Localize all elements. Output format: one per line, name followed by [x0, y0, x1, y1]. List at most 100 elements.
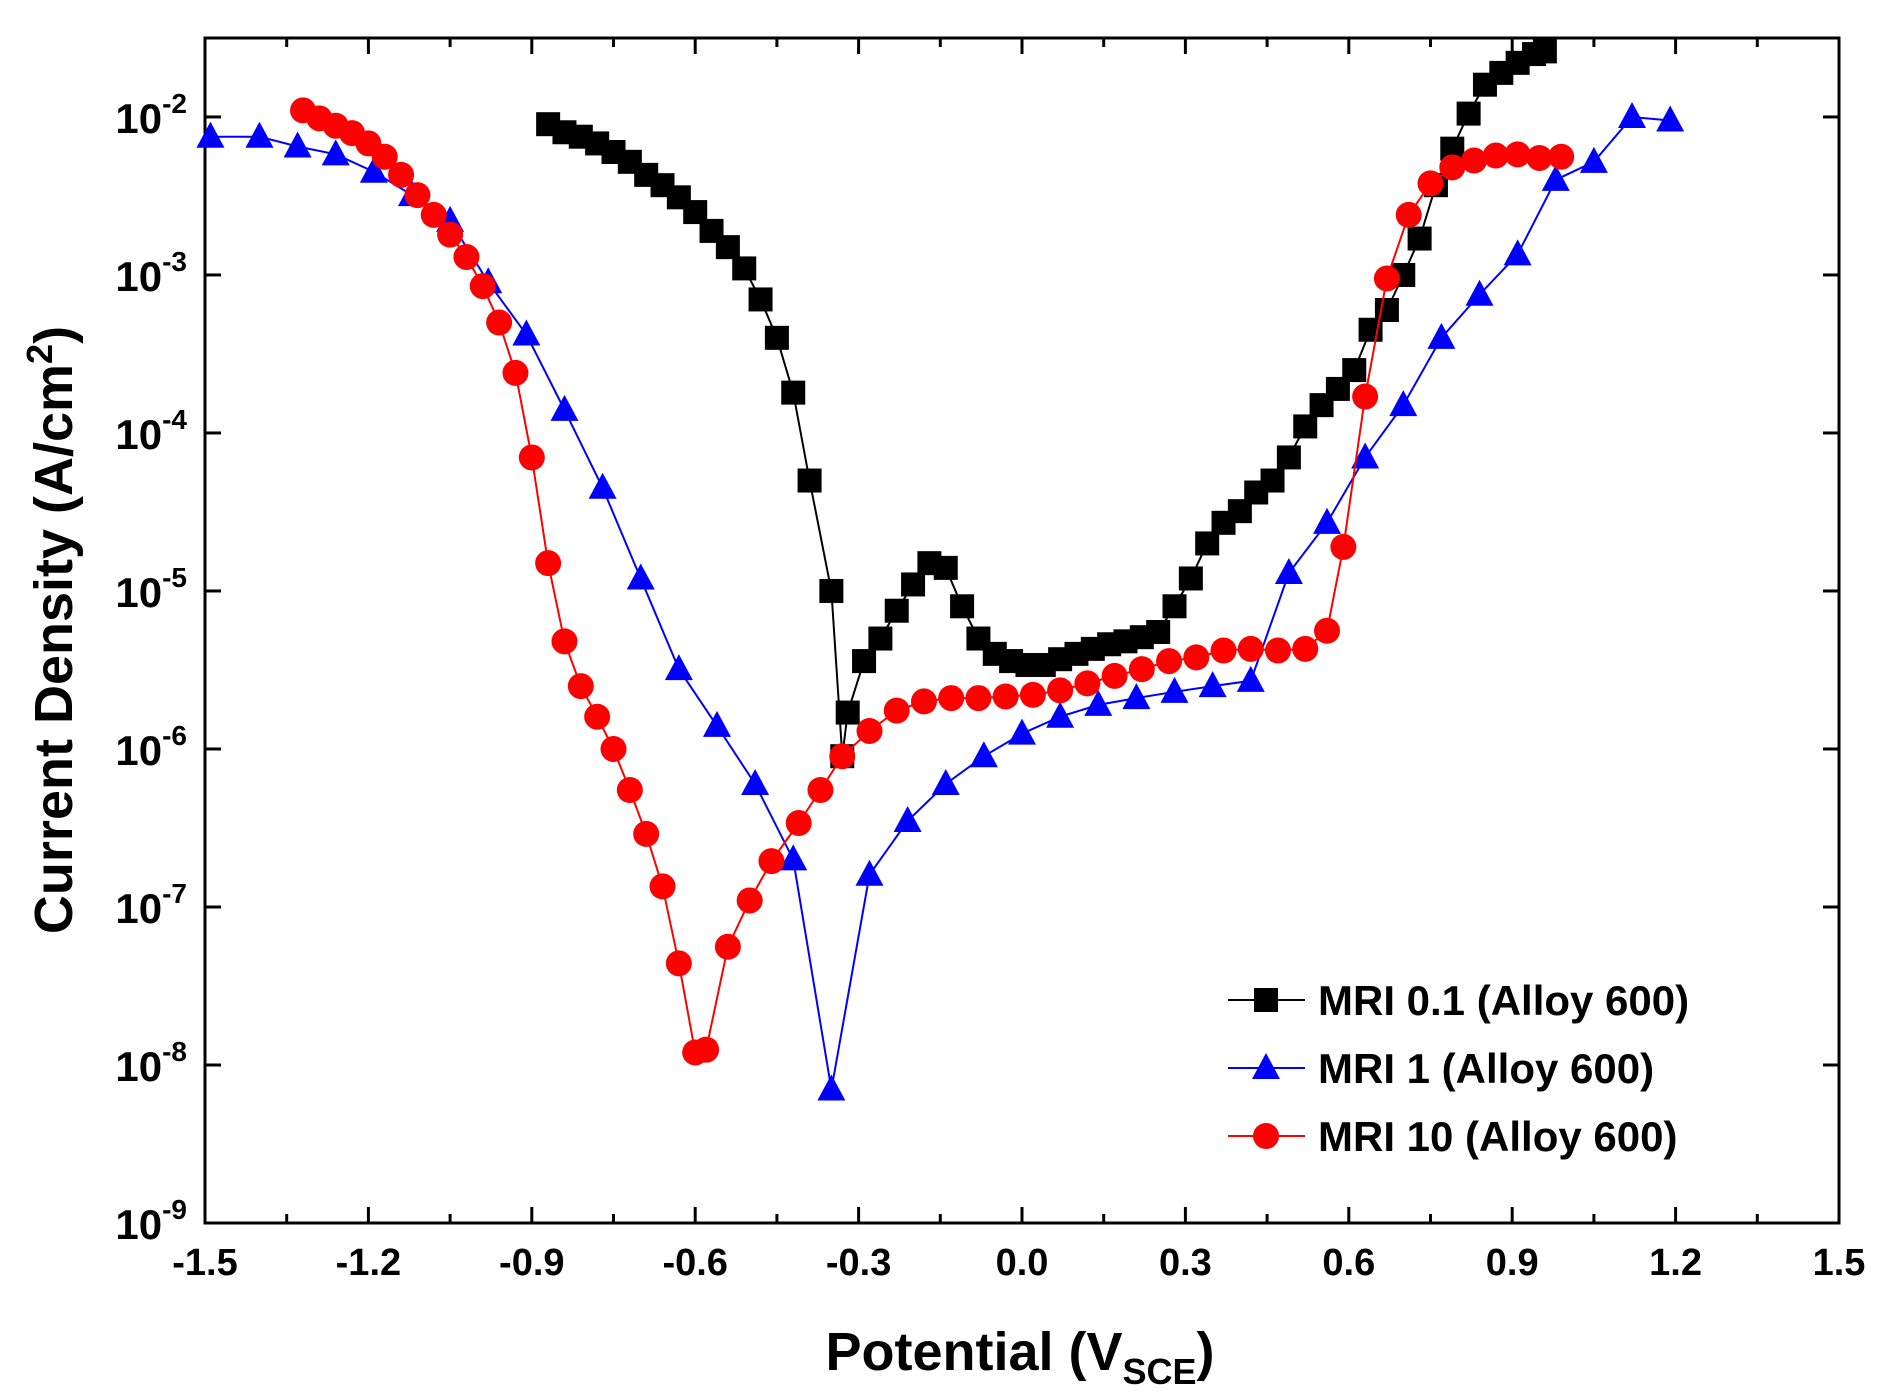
- data-point: [1260, 468, 1285, 493]
- data-point: [1504, 141, 1531, 168]
- data-point: [600, 735, 627, 762]
- data-point: [758, 848, 785, 875]
- data-point: [283, 131, 312, 158]
- data-point: [1532, 39, 1557, 64]
- series-line: [302, 109, 1562, 1054]
- data-point: [469, 273, 496, 300]
- data-point: [1084, 689, 1113, 716]
- data-point: [835, 700, 860, 725]
- data-point: [741, 769, 770, 796]
- series-line: [547, 50, 1546, 757]
- data-point: [1236, 665, 1265, 692]
- data-point: [486, 309, 513, 336]
- data-point: [388, 161, 415, 188]
- data-point: [1351, 442, 1380, 469]
- data-point: [1548, 143, 1575, 170]
- x-tick-label: 0.6: [1322, 1242, 1375, 1284]
- data-point: [1292, 635, 1319, 662]
- data-point: [1264, 637, 1291, 664]
- data-point: [781, 380, 806, 405]
- x-axis-label-main: Potential (V: [825, 1322, 1122, 1382]
- data-point: [910, 688, 937, 715]
- data-point: [321, 139, 350, 166]
- data-point: [901, 572, 926, 597]
- series-circle: [290, 97, 1575, 1066]
- data-point: [1465, 279, 1494, 306]
- legend-marker: [1254, 988, 1278, 1012]
- x-tick-label: 0.9: [1486, 1242, 1539, 1284]
- series-line: [210, 115, 1671, 1090]
- y-tick-labels: 10-9 10-8 10-7 10-6 10-5 10-4 10-3 10-2: [115, 88, 187, 1248]
- data-point: [1198, 671, 1227, 698]
- data-point: [965, 685, 992, 712]
- data-point: [693, 1036, 720, 1063]
- data-point: [588, 472, 617, 499]
- data-point: [1439, 154, 1466, 181]
- data-point: [852, 649, 877, 674]
- data-point: [883, 697, 910, 724]
- data-point: [1526, 144, 1553, 171]
- data-point: [437, 221, 464, 248]
- data-point: [1579, 146, 1608, 173]
- data-point: [732, 256, 757, 281]
- data-point: [626, 563, 655, 590]
- x-tick-label: 1.2: [1649, 1242, 1702, 1284]
- data-point: [1276, 445, 1301, 470]
- series-layer: [196, 39, 1685, 1101]
- data-point: [196, 121, 225, 148]
- x-axis-label: Potential (VSCE): [825, 1322, 1214, 1392]
- data-point: [584, 703, 611, 730]
- data-point: [1389, 390, 1418, 417]
- y-axis-label-tail: ): [24, 326, 84, 344]
- data-point: [715, 235, 740, 260]
- data-point: [1046, 701, 1075, 728]
- data-point: [664, 654, 693, 681]
- legend-label: MRI 1 (Alloy 600): [1318, 1045, 1654, 1092]
- data-point: [1210, 637, 1237, 664]
- data-point: [502, 359, 529, 386]
- data-point: [665, 950, 692, 977]
- data-point: [785, 810, 812, 837]
- data-point: [992, 683, 1019, 710]
- legend-item: MRI 0.1 (Alloy 600): [1228, 977, 1689, 1024]
- data-point: [1183, 644, 1210, 671]
- series-square: [536, 39, 1557, 769]
- y-tick-label: 10-6: [115, 720, 187, 774]
- data-point: [1482, 142, 1509, 169]
- data-point: [359, 156, 388, 183]
- data-point: [1503, 239, 1532, 266]
- data-point: [931, 769, 960, 796]
- x-axis-label-sub: SCE: [1123, 1351, 1197, 1392]
- data-point: [1178, 566, 1203, 591]
- y-tick-label: 10-2: [115, 88, 187, 142]
- data-point: [567, 673, 594, 700]
- data-point: [245, 121, 274, 148]
- data-point: [797, 468, 822, 493]
- data-point: [1373, 265, 1400, 292]
- data-point: [736, 887, 763, 914]
- data-point: [856, 717, 883, 744]
- data-point: [1074, 670, 1101, 697]
- data-point: [1314, 617, 1341, 644]
- data-point: [633, 820, 660, 847]
- x-tick-label: 0.3: [1159, 1242, 1212, 1284]
- axis-ticks: [203, 38, 1841, 1225]
- data-point: [404, 182, 431, 209]
- x-tick-label: 0.0: [996, 1242, 1049, 1284]
- legend-label: MRI 0.1 (Alloy 600): [1318, 977, 1689, 1024]
- data-point: [1417, 170, 1444, 197]
- data-point: [1352, 383, 1379, 410]
- x-axis-label-tail: ): [1197, 1322, 1215, 1382]
- data-point: [512, 319, 541, 346]
- data-point: [616, 777, 643, 804]
- legend-marker: [1252, 1053, 1280, 1079]
- data-point: [1541, 164, 1570, 191]
- data-point: [1427, 322, 1456, 349]
- legend-item: MRI 10 (Alloy 600): [1228, 1113, 1677, 1160]
- data-point: [1047, 677, 1074, 704]
- data-point: [1019, 681, 1046, 708]
- y-axis-label-sup: 2: [19, 344, 60, 364]
- data-point: [969, 741, 998, 768]
- x-tick-labels: -1.5 -1.2 -0.9 -0.6 -0.3 0.0 0.3 0.6 0.9 1.2 1.5: [172, 1242, 1865, 1284]
